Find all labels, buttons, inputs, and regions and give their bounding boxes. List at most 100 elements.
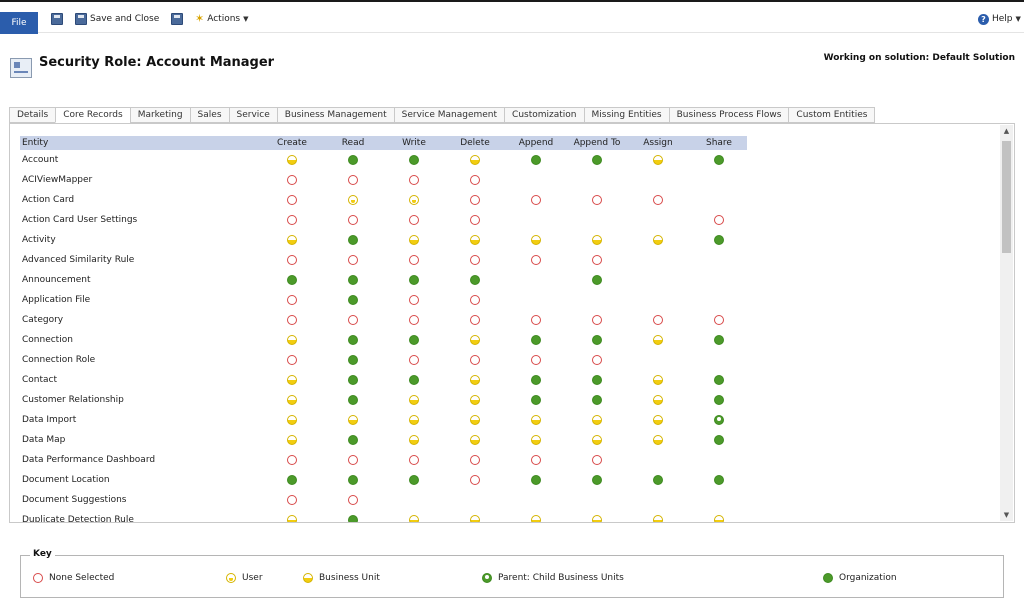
privilege-cell[interactable] [689, 234, 749, 246]
privilege-cell[interactable] [506, 234, 566, 246]
tab-service-management[interactable]: Service Management [393, 107, 505, 123]
privilege-cell[interactable] [323, 394, 383, 406]
privilege-cell[interactable] [506, 474, 566, 486]
privilege-cell[interactable] [384, 274, 444, 286]
tab-core-records[interactable]: Core Records [55, 107, 130, 123]
privilege-cell[interactable] [506, 354, 566, 366]
privilege-cell[interactable] [262, 394, 322, 406]
privilege-cell[interactable] [506, 154, 566, 166]
privilege-cell[interactable] [689, 514, 749, 522]
privilege-cell[interactable] [445, 214, 505, 226]
tab-custom-entities[interactable]: Custom Entities [788, 107, 876, 123]
privilege-cell[interactable] [689, 214, 749, 226]
privilege-cell[interactable] [506, 414, 566, 426]
privilege-cell[interactable] [689, 414, 749, 426]
privilege-cell[interactable] [567, 374, 627, 386]
privilege-cell[interactable] [323, 154, 383, 166]
tab-business-management[interactable]: Business Management [276, 107, 394, 123]
privilege-cell[interactable] [384, 474, 444, 486]
privilege-cell[interactable] [262, 374, 322, 386]
privilege-cell[interactable] [506, 334, 566, 346]
privilege-cell[interactable] [628, 374, 688, 386]
privilege-cell[interactable] [506, 514, 566, 522]
privilege-cell[interactable] [262, 294, 322, 306]
privilege-cell[interactable] [567, 314, 627, 326]
privilege-cell[interactable] [445, 174, 505, 186]
privilege-cell[interactable] [384, 314, 444, 326]
privilege-cell[interactable] [384, 354, 444, 366]
vertical-scrollbar[interactable]: ▲ ▼ [1000, 125, 1013, 521]
privilege-cell[interactable] [567, 334, 627, 346]
privilege-cell[interactable] [323, 254, 383, 266]
privilege-cell[interactable] [323, 494, 383, 506]
privilege-cell[interactable] [323, 314, 383, 326]
privilege-cell[interactable] [445, 434, 505, 446]
privilege-cell[interactable] [506, 454, 566, 466]
privilege-cell[interactable] [384, 234, 444, 246]
privilege-cell[interactable] [384, 394, 444, 406]
privilege-cell[interactable] [689, 474, 749, 486]
privilege-cell[interactable] [445, 414, 505, 426]
privilege-cell[interactable] [262, 514, 322, 522]
privilege-cell[interactable] [323, 434, 383, 446]
privilege-cell[interactable] [262, 354, 322, 366]
privilege-cell[interactable] [262, 414, 322, 426]
privilege-cell[interactable] [445, 294, 505, 306]
privilege-cell[interactable] [567, 394, 627, 406]
privilege-cell[interactable] [262, 194, 322, 206]
privilege-cell[interactable] [689, 314, 749, 326]
privilege-cell[interactable] [323, 274, 383, 286]
privilege-cell[interactable] [384, 454, 444, 466]
privilege-cell[interactable] [323, 334, 383, 346]
privilege-cell[interactable] [323, 234, 383, 246]
tab-marketing[interactable]: Marketing [129, 107, 190, 123]
privilege-cell[interactable] [262, 314, 322, 326]
file-button[interactable]: File [0, 12, 38, 34]
privilege-cell[interactable] [567, 474, 627, 486]
privilege-cell[interactable] [384, 174, 444, 186]
privilege-cell[interactable] [384, 154, 444, 166]
privilege-cell[interactable] [384, 254, 444, 266]
privilege-cell[interactable] [262, 214, 322, 226]
privilege-cell[interactable] [628, 194, 688, 206]
privilege-cell[interactable] [384, 374, 444, 386]
privilege-cell[interactable] [567, 154, 627, 166]
scroll-up-icon[interactable]: ▲ [1003, 127, 1010, 135]
privilege-cell[interactable] [628, 474, 688, 486]
privilege-cell[interactable] [628, 414, 688, 426]
privilege-cell[interactable] [567, 434, 627, 446]
privilege-cell[interactable] [506, 194, 566, 206]
privilege-cell[interactable] [323, 354, 383, 366]
privilege-cell[interactable] [628, 314, 688, 326]
privilege-cell[interactable] [445, 234, 505, 246]
privilege-cell[interactable] [262, 154, 322, 166]
tab-sales[interactable]: Sales [189, 107, 229, 123]
privilege-cell[interactable] [445, 514, 505, 522]
privilege-cell[interactable] [262, 454, 322, 466]
privilege-cell[interactable] [262, 434, 322, 446]
privilege-cell[interactable] [384, 294, 444, 306]
privilege-cell[interactable] [323, 474, 383, 486]
privilege-cell[interactable] [323, 294, 383, 306]
privilege-cell[interactable] [506, 434, 566, 446]
privilege-cell[interactable] [506, 314, 566, 326]
privilege-cell[interactable] [628, 334, 688, 346]
privilege-cell[interactable] [262, 174, 322, 186]
privilege-cell[interactable] [567, 234, 627, 246]
help-menu[interactable]: ? Help ▼ [978, 11, 1021, 27]
privilege-cell[interactable] [689, 394, 749, 406]
save-button[interactable] [51, 11, 63, 27]
tab-details[interactable]: Details [9, 107, 56, 123]
privilege-cell[interactable] [567, 454, 627, 466]
privilege-cell[interactable] [445, 154, 505, 166]
actions-menu[interactable]: ✶ Actions ▼ [195, 11, 249, 27]
privilege-cell[interactable] [323, 174, 383, 186]
privilege-cell[interactable] [384, 194, 444, 206]
privilege-cell[interactable] [445, 374, 505, 386]
privilege-cell[interactable] [323, 414, 383, 426]
privilege-cell[interactable] [323, 214, 383, 226]
tab-service[interactable]: Service [228, 107, 277, 123]
privilege-cell[interactable] [628, 514, 688, 522]
privilege-cell[interactable] [384, 434, 444, 446]
privilege-cell[interactable] [323, 374, 383, 386]
